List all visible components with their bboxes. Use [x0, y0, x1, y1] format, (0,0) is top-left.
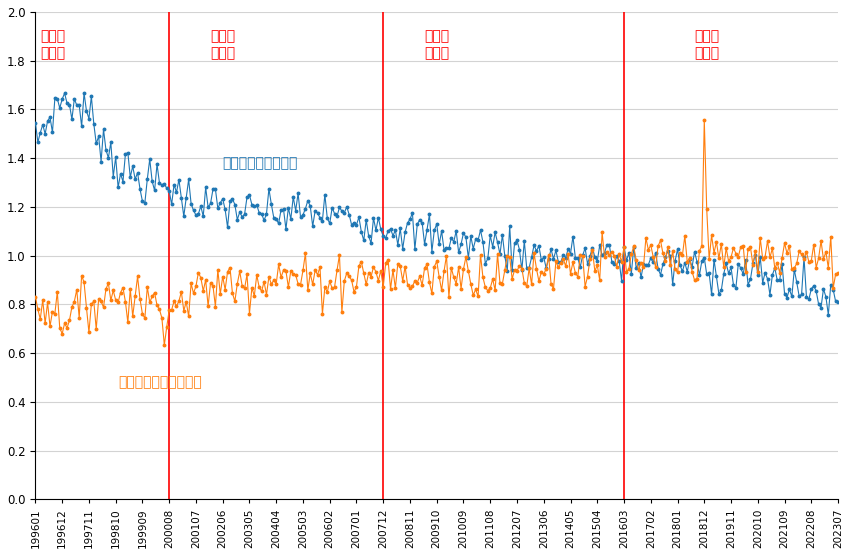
Text: 台湾の中国向け輸出: 台湾の中国向け輸出: [223, 156, 298, 170]
Text: 台湾の中国からの輸入: 台湾の中国からの輸入: [118, 375, 201, 389]
Text: 馬英九
国民党: 馬英九 国民党: [424, 29, 450, 60]
Text: 陳水扁
民進党: 陳水扁 民進党: [210, 29, 235, 60]
Text: 李登輝
国民党: 李登輝 国民党: [40, 29, 65, 60]
Text: 蔡英文
民進党: 蔡英文 民進党: [694, 29, 719, 60]
